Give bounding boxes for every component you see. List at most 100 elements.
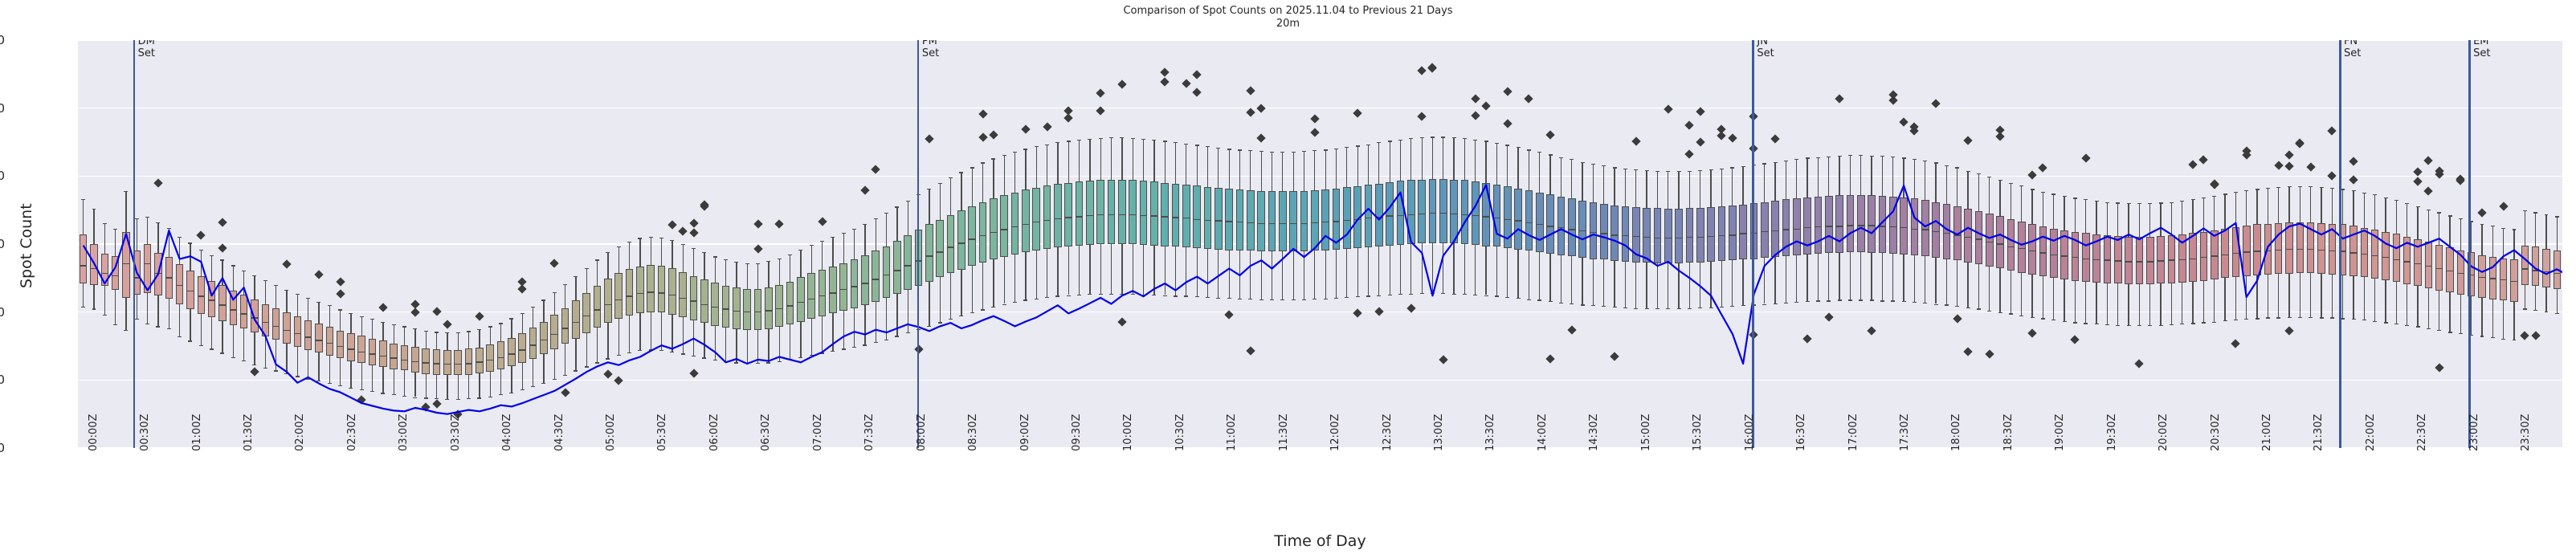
- whisker-cap: [1398, 139, 1402, 141]
- whisker-cap: [1837, 299, 1842, 301]
- median-line: [1760, 230, 1769, 233]
- median-line: [207, 299, 216, 301]
- median-line: [2103, 259, 2112, 261]
- boxplot-box: [357, 336, 366, 364]
- median-line: [1428, 213, 1437, 214]
- median-line: [1022, 223, 1030, 225]
- boxplot-box: [1225, 189, 1233, 250]
- whisker-cap: [981, 162, 986, 164]
- boxplot-box: [2510, 259, 2518, 302]
- median-line: [1888, 226, 1897, 228]
- boxplot-box: [2467, 252, 2476, 297]
- whisker-cap: [349, 387, 353, 389]
- median-line: [1247, 222, 1255, 224]
- boxplot-box: [721, 285, 730, 328]
- median-line: [2242, 251, 2251, 253]
- boxplot-box: [2456, 250, 2465, 295]
- median-line: [2360, 253, 2369, 255]
- whisker-cap: [2169, 202, 2174, 203]
- median-line: [1921, 229, 1929, 230]
- boxplot-box: [1129, 180, 1137, 244]
- median-line: [133, 277, 141, 279]
- whisker-cap: [1880, 300, 1884, 302]
- whisker-cap: [455, 332, 460, 334]
- boxplot-box: [518, 332, 527, 364]
- x-tick-label: 05:00Z: [605, 413, 618, 451]
- whisker-cap: [2447, 215, 2452, 217]
- median-line: [636, 292, 644, 295]
- whisker-cap: [1430, 136, 1435, 138]
- whisker-cap: [2373, 320, 2378, 322]
- median-line: [529, 344, 537, 346]
- whisker-cap: [584, 267, 589, 269]
- boxplot-box: [1985, 213, 1994, 267]
- median-line: [1568, 229, 1576, 230]
- x-tick-label: 19:30Z: [2105, 413, 2118, 451]
- whisker-cap: [1676, 170, 1681, 172]
- whisker-cap: [563, 283, 568, 286]
- boxplot-box: [829, 266, 837, 314]
- whisker-cap: [92, 208, 96, 210]
- whisker-cap: [1194, 296, 1199, 298]
- x-tick-label: 23:30Z: [2520, 413, 2533, 451]
- median-line: [111, 275, 120, 277]
- whisker-cap: [1987, 310, 1992, 312]
- boxplot-box: [1599, 204, 1608, 260]
- x-tick-label: 13:00Z: [1433, 413, 1446, 451]
- median-line: [1942, 232, 1951, 234]
- boxplot-box: [347, 332, 355, 361]
- median-line: [614, 299, 623, 300]
- boxplot-box: [2392, 234, 2401, 283]
- boxplot-box: [1685, 208, 1694, 263]
- whisker-cap: [188, 340, 193, 342]
- x-tick-label: 16:30Z: [1795, 413, 1808, 451]
- boxplot-box: [1964, 208, 1972, 263]
- whisker-cap: [1441, 136, 1446, 138]
- boxplot-box: [1568, 198, 1576, 257]
- whisker-cap: [1419, 292, 1424, 295]
- boxplot-box: [839, 263, 848, 311]
- boxplot-box: [711, 283, 720, 326]
- median-line: [604, 303, 612, 305]
- whisker-cap: [1345, 297, 1349, 299]
- whisker-cap: [1847, 299, 1852, 301]
- boxplot-box: [1739, 204, 1747, 260]
- whisker-cap: [1055, 142, 1060, 144]
- boxplot-box: [1621, 206, 1630, 262]
- whisker-cap: [327, 305, 332, 307]
- median-line: [1118, 214, 1126, 216]
- whisker-cap: [178, 236, 182, 238]
- whisker-cap: [970, 312, 974, 313]
- whisker-cap: [2040, 318, 2045, 320]
- median-line: [422, 362, 431, 364]
- median-line: [2060, 255, 2068, 257]
- boxplot-box: [2178, 234, 2186, 283]
- whisker-cap: [745, 263, 749, 264]
- boxplot-box: [336, 330, 345, 359]
- median-line: [1996, 243, 2004, 245]
- whisker-cap: [1558, 157, 1563, 158]
- whisker-cap: [1612, 167, 1617, 169]
- whisker-cap: [166, 328, 171, 330]
- boxplot-box: [283, 312, 291, 344]
- boxplot-box: [733, 287, 741, 329]
- whisker-cap: [777, 360, 782, 362]
- whisker-cap: [895, 206, 900, 208]
- x-tick-label: 04:30Z: [553, 413, 565, 451]
- whisker-cap: [766, 362, 771, 364]
- median-line: [1225, 221, 1233, 222]
- median-line: [904, 265, 912, 267]
- whisker-cap: [1109, 293, 1114, 295]
- whisker-cap: [702, 357, 707, 359]
- whisker-cap: [210, 348, 214, 350]
- whisker-cap: [2008, 313, 2013, 315]
- whisker-cap: [2287, 316, 2292, 318]
- x-tick-label: 11:30Z: [1277, 413, 1290, 451]
- median-line: [1631, 235, 1640, 238]
- whisker-cap: [1045, 297, 1050, 299]
- median-line: [197, 295, 206, 297]
- whisker-cap: [2126, 324, 2131, 327]
- boxplot-box: [2071, 231, 2080, 281]
- median-line: [1161, 216, 1169, 218]
